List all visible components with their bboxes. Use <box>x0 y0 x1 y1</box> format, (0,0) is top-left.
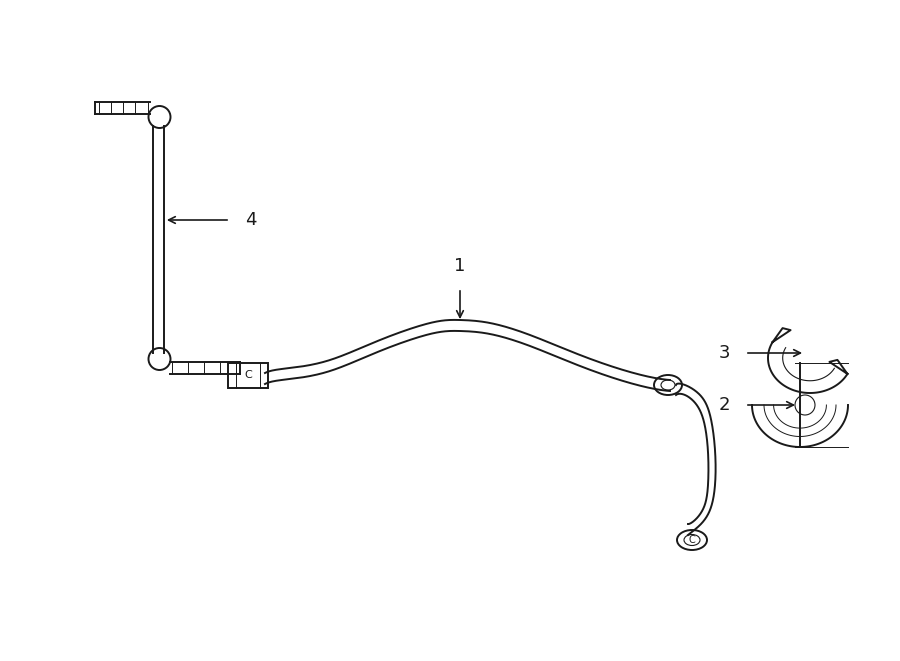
Circle shape <box>795 395 815 415</box>
Circle shape <box>148 106 170 128</box>
Circle shape <box>148 348 170 370</box>
Text: C: C <box>688 535 696 545</box>
Text: C: C <box>244 371 252 381</box>
Text: 3: 3 <box>718 344 730 362</box>
Text: 1: 1 <box>454 257 465 275</box>
Text: 2: 2 <box>718 396 730 414</box>
Ellipse shape <box>677 530 707 550</box>
Text: 4: 4 <box>245 211 256 229</box>
Ellipse shape <box>654 375 682 395</box>
Bar <box>228 363 268 388</box>
